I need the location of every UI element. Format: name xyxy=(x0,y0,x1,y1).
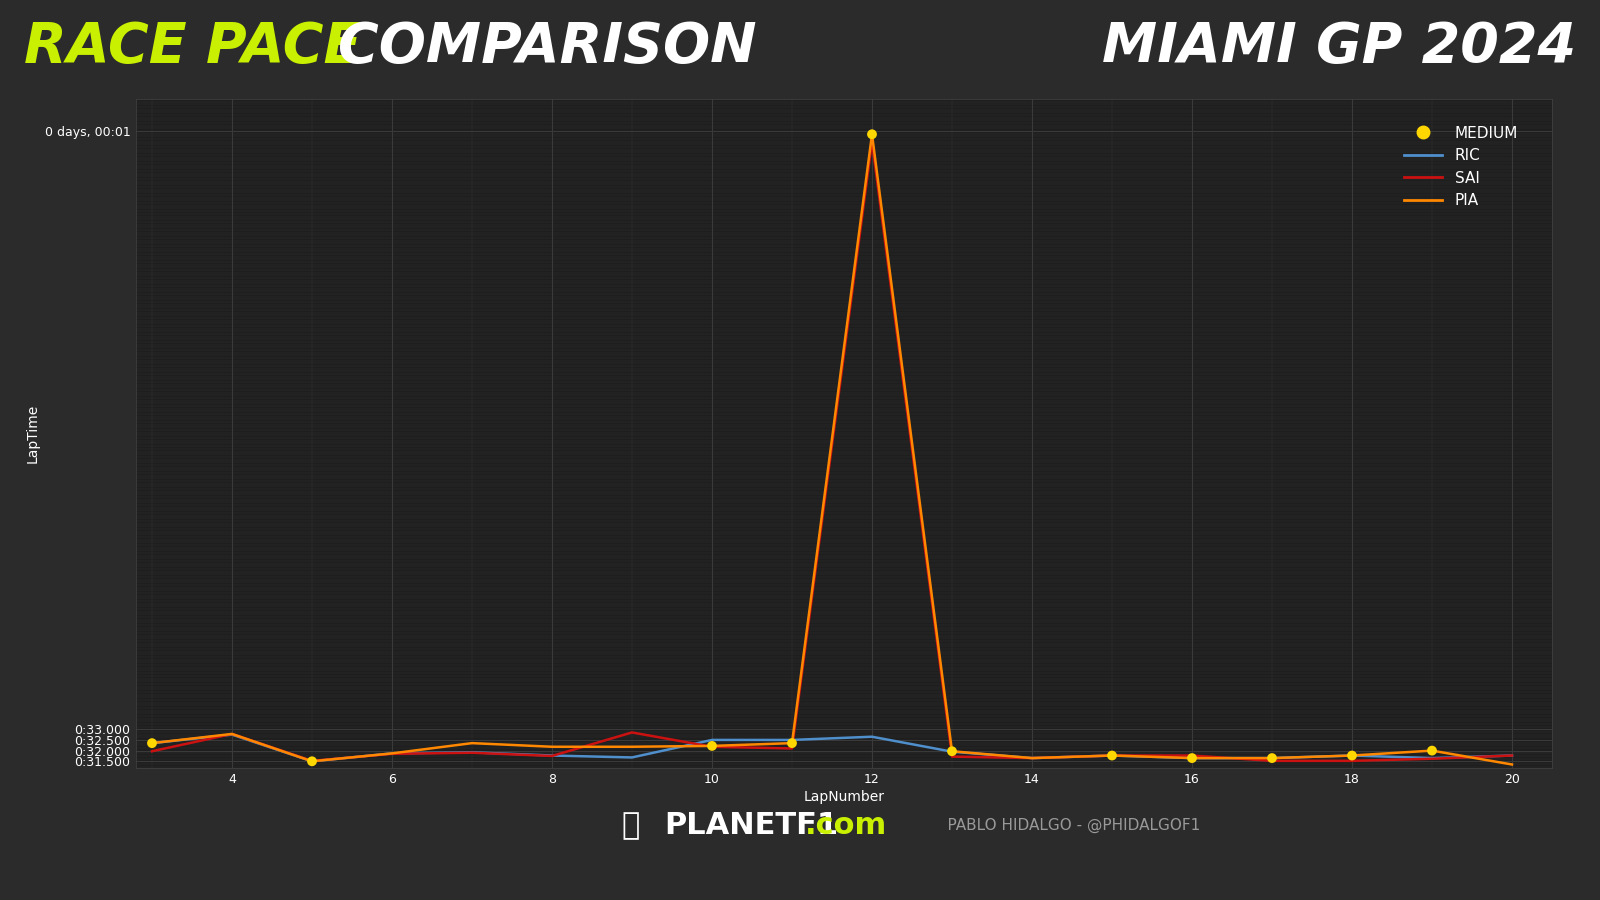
Point xyxy=(1419,743,1445,758)
Point xyxy=(1179,751,1205,765)
Point xyxy=(139,736,165,751)
Text: COMPARISON: COMPARISON xyxy=(338,20,757,74)
Text: .com: .com xyxy=(805,811,886,841)
Text: ⛿: ⛿ xyxy=(622,811,640,841)
Text: PLANETF1: PLANETF1 xyxy=(664,811,838,841)
Text: PABLO HIDALGO - @PHIDALGOF1: PABLO HIDALGO - @PHIDALGOF1 xyxy=(928,818,1200,833)
Text: MIAMI GP 2024: MIAMI GP 2024 xyxy=(1102,20,1576,74)
Point xyxy=(779,736,805,751)
Point xyxy=(699,739,725,753)
Point xyxy=(1339,748,1365,762)
Point xyxy=(939,744,965,759)
Point xyxy=(1259,751,1285,765)
Point xyxy=(859,127,885,141)
Point xyxy=(299,754,325,769)
Y-axis label: LapTime: LapTime xyxy=(26,404,38,463)
Legend: MEDIUM, RIC, SAI, PIA: MEDIUM, RIC, SAI, PIA xyxy=(1392,113,1530,220)
X-axis label: LapNumber: LapNumber xyxy=(803,790,885,805)
Text: RACE PACE: RACE PACE xyxy=(24,20,381,74)
Point xyxy=(1099,748,1125,762)
